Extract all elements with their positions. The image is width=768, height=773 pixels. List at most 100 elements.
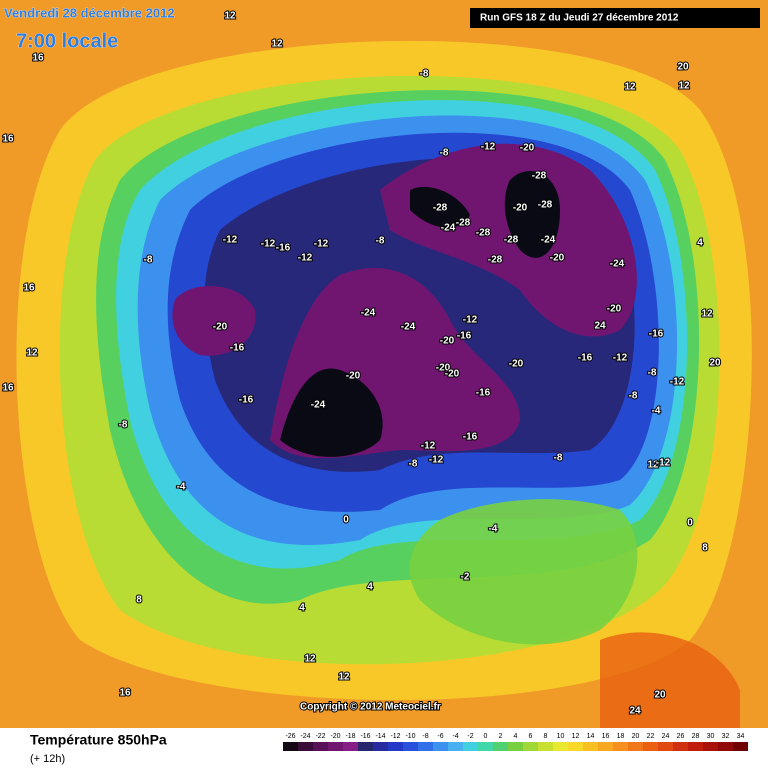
- legend-label: 4: [514, 733, 518, 740]
- legend-swatch: [553, 742, 568, 751]
- contour-label: 16: [32, 53, 44, 64]
- contour-label: 12: [26, 348, 38, 359]
- contour-label: -16: [457, 331, 472, 342]
- legend-label: -2: [467, 733, 473, 740]
- contour-label: 24: [594, 321, 606, 332]
- legend-label: 10: [557, 733, 565, 740]
- contour-label: -24: [541, 235, 556, 246]
- legend-swatch: [733, 742, 748, 751]
- legend-label: -6: [437, 733, 443, 740]
- contour-label: -16: [239, 395, 254, 406]
- legend-label: -26: [285, 733, 295, 740]
- contour-label: 16: [2, 134, 14, 145]
- contour-label: -8: [440, 148, 449, 159]
- legend-label: 16: [602, 733, 610, 740]
- contour-label: -20: [550, 253, 565, 264]
- legend-swatch: [463, 742, 478, 751]
- contour-label: -12: [421, 441, 436, 452]
- legend-label: -16: [360, 733, 370, 740]
- legend-label: -18: [345, 733, 355, 740]
- legend-swatch: [478, 742, 493, 751]
- contour-label: 16: [119, 688, 131, 699]
- contour-label: -24: [361, 308, 376, 319]
- legend-label: 32: [722, 733, 730, 740]
- contour-label: 20: [709, 358, 721, 369]
- contour-label: -12: [656, 458, 671, 469]
- legend-swatch: [328, 742, 343, 751]
- legend-label: -12: [390, 733, 400, 740]
- contour-label: -12: [613, 353, 628, 364]
- contour-label: -16: [463, 432, 478, 443]
- legend-swatch: [538, 742, 553, 751]
- contour-label: 4: [299, 603, 305, 614]
- contour-label: 12: [304, 654, 316, 665]
- contour-label: -12: [261, 239, 276, 250]
- contour-label: -24: [610, 259, 625, 270]
- contour-label: 4: [697, 238, 703, 249]
- legend-label: 0: [484, 733, 488, 740]
- run-box: [470, 8, 760, 28]
- contour-label: 24: [629, 706, 641, 717]
- contour-label: -2: [461, 572, 470, 583]
- contour-label: -16: [649, 329, 664, 340]
- contour-label: 0: [343, 515, 349, 526]
- contour-label: -12: [314, 239, 329, 250]
- legend-label: 26: [677, 733, 685, 740]
- legend-swatch: [718, 742, 733, 751]
- contour-label: -28: [538, 200, 553, 211]
- contour-label: -28: [532, 171, 547, 182]
- contour-label: -12: [670, 377, 685, 388]
- contour-labels: -20-16-16 -24-20-24-24-20 -16-12-20-20-20-…: [1, 10, 722, 718]
- legend-swatch: [613, 742, 628, 751]
- legend-label: 22: [647, 733, 655, 740]
- legend-label: 34: [737, 733, 745, 740]
- legend-label: -8: [422, 733, 428, 740]
- footer-title: Température 850hPa: [30, 732, 167, 748]
- contour-label: -12: [223, 235, 238, 246]
- legend-swatch: [568, 742, 583, 751]
- legend-label: 12: [572, 733, 580, 740]
- map-background: [0, 0, 768, 728]
- legend-label: 28: [692, 733, 700, 740]
- legend-swatch: [343, 742, 358, 751]
- contour-label: -8: [119, 420, 128, 431]
- legend-swatch: [688, 742, 703, 751]
- legend-swatch: [658, 742, 673, 751]
- contour-label: -8: [409, 459, 418, 470]
- legend-swatch: [298, 742, 313, 751]
- legend-swatch: [493, 742, 508, 751]
- contour-label: -28: [476, 228, 491, 239]
- contour-label: -12: [298, 253, 313, 264]
- contour-label: -16: [230, 343, 245, 354]
- legend-swatch: [283, 742, 298, 751]
- contour-label: -20: [213, 322, 228, 333]
- contour-label: 20: [654, 690, 666, 701]
- legend-swatch: [418, 742, 433, 751]
- contour-label: -28: [433, 203, 448, 214]
- contour-label: 12: [271, 39, 283, 50]
- contour-label: 0: [687, 518, 693, 529]
- contour-label: 12: [624, 82, 636, 93]
- date: Vendredi 28 décembre 2012: [4, 5, 175, 20]
- contour-label: -24: [311, 400, 326, 411]
- legend-swatch: [598, 742, 613, 751]
- legend-swatch: [508, 742, 523, 751]
- contour-label: 12: [647, 460, 659, 471]
- contour-label: -20: [440, 336, 455, 347]
- copyright: Copyright © 2012 Meteociel.fr: [300, 702, 441, 713]
- contour-label: -24: [441, 223, 456, 234]
- contour-label: -28: [504, 235, 519, 246]
- contour-label: -8: [648, 368, 657, 379]
- contour-label: -20: [520, 143, 535, 154]
- legend-swatch: [373, 742, 388, 751]
- contour-label: 4: [367, 582, 373, 593]
- legend-swatch: [388, 742, 403, 751]
- legend-swatch: [358, 742, 373, 751]
- legend-swatch: [448, 742, 463, 751]
- contour-label: -12: [481, 142, 496, 153]
- contour-label: -20: [509, 359, 524, 370]
- legend-swatch: [628, 742, 643, 751]
- contour-label: -20: [445, 369, 460, 380]
- legend-label: -14: [375, 733, 385, 740]
- footer-subtitle: (+ 12h): [30, 753, 65, 765]
